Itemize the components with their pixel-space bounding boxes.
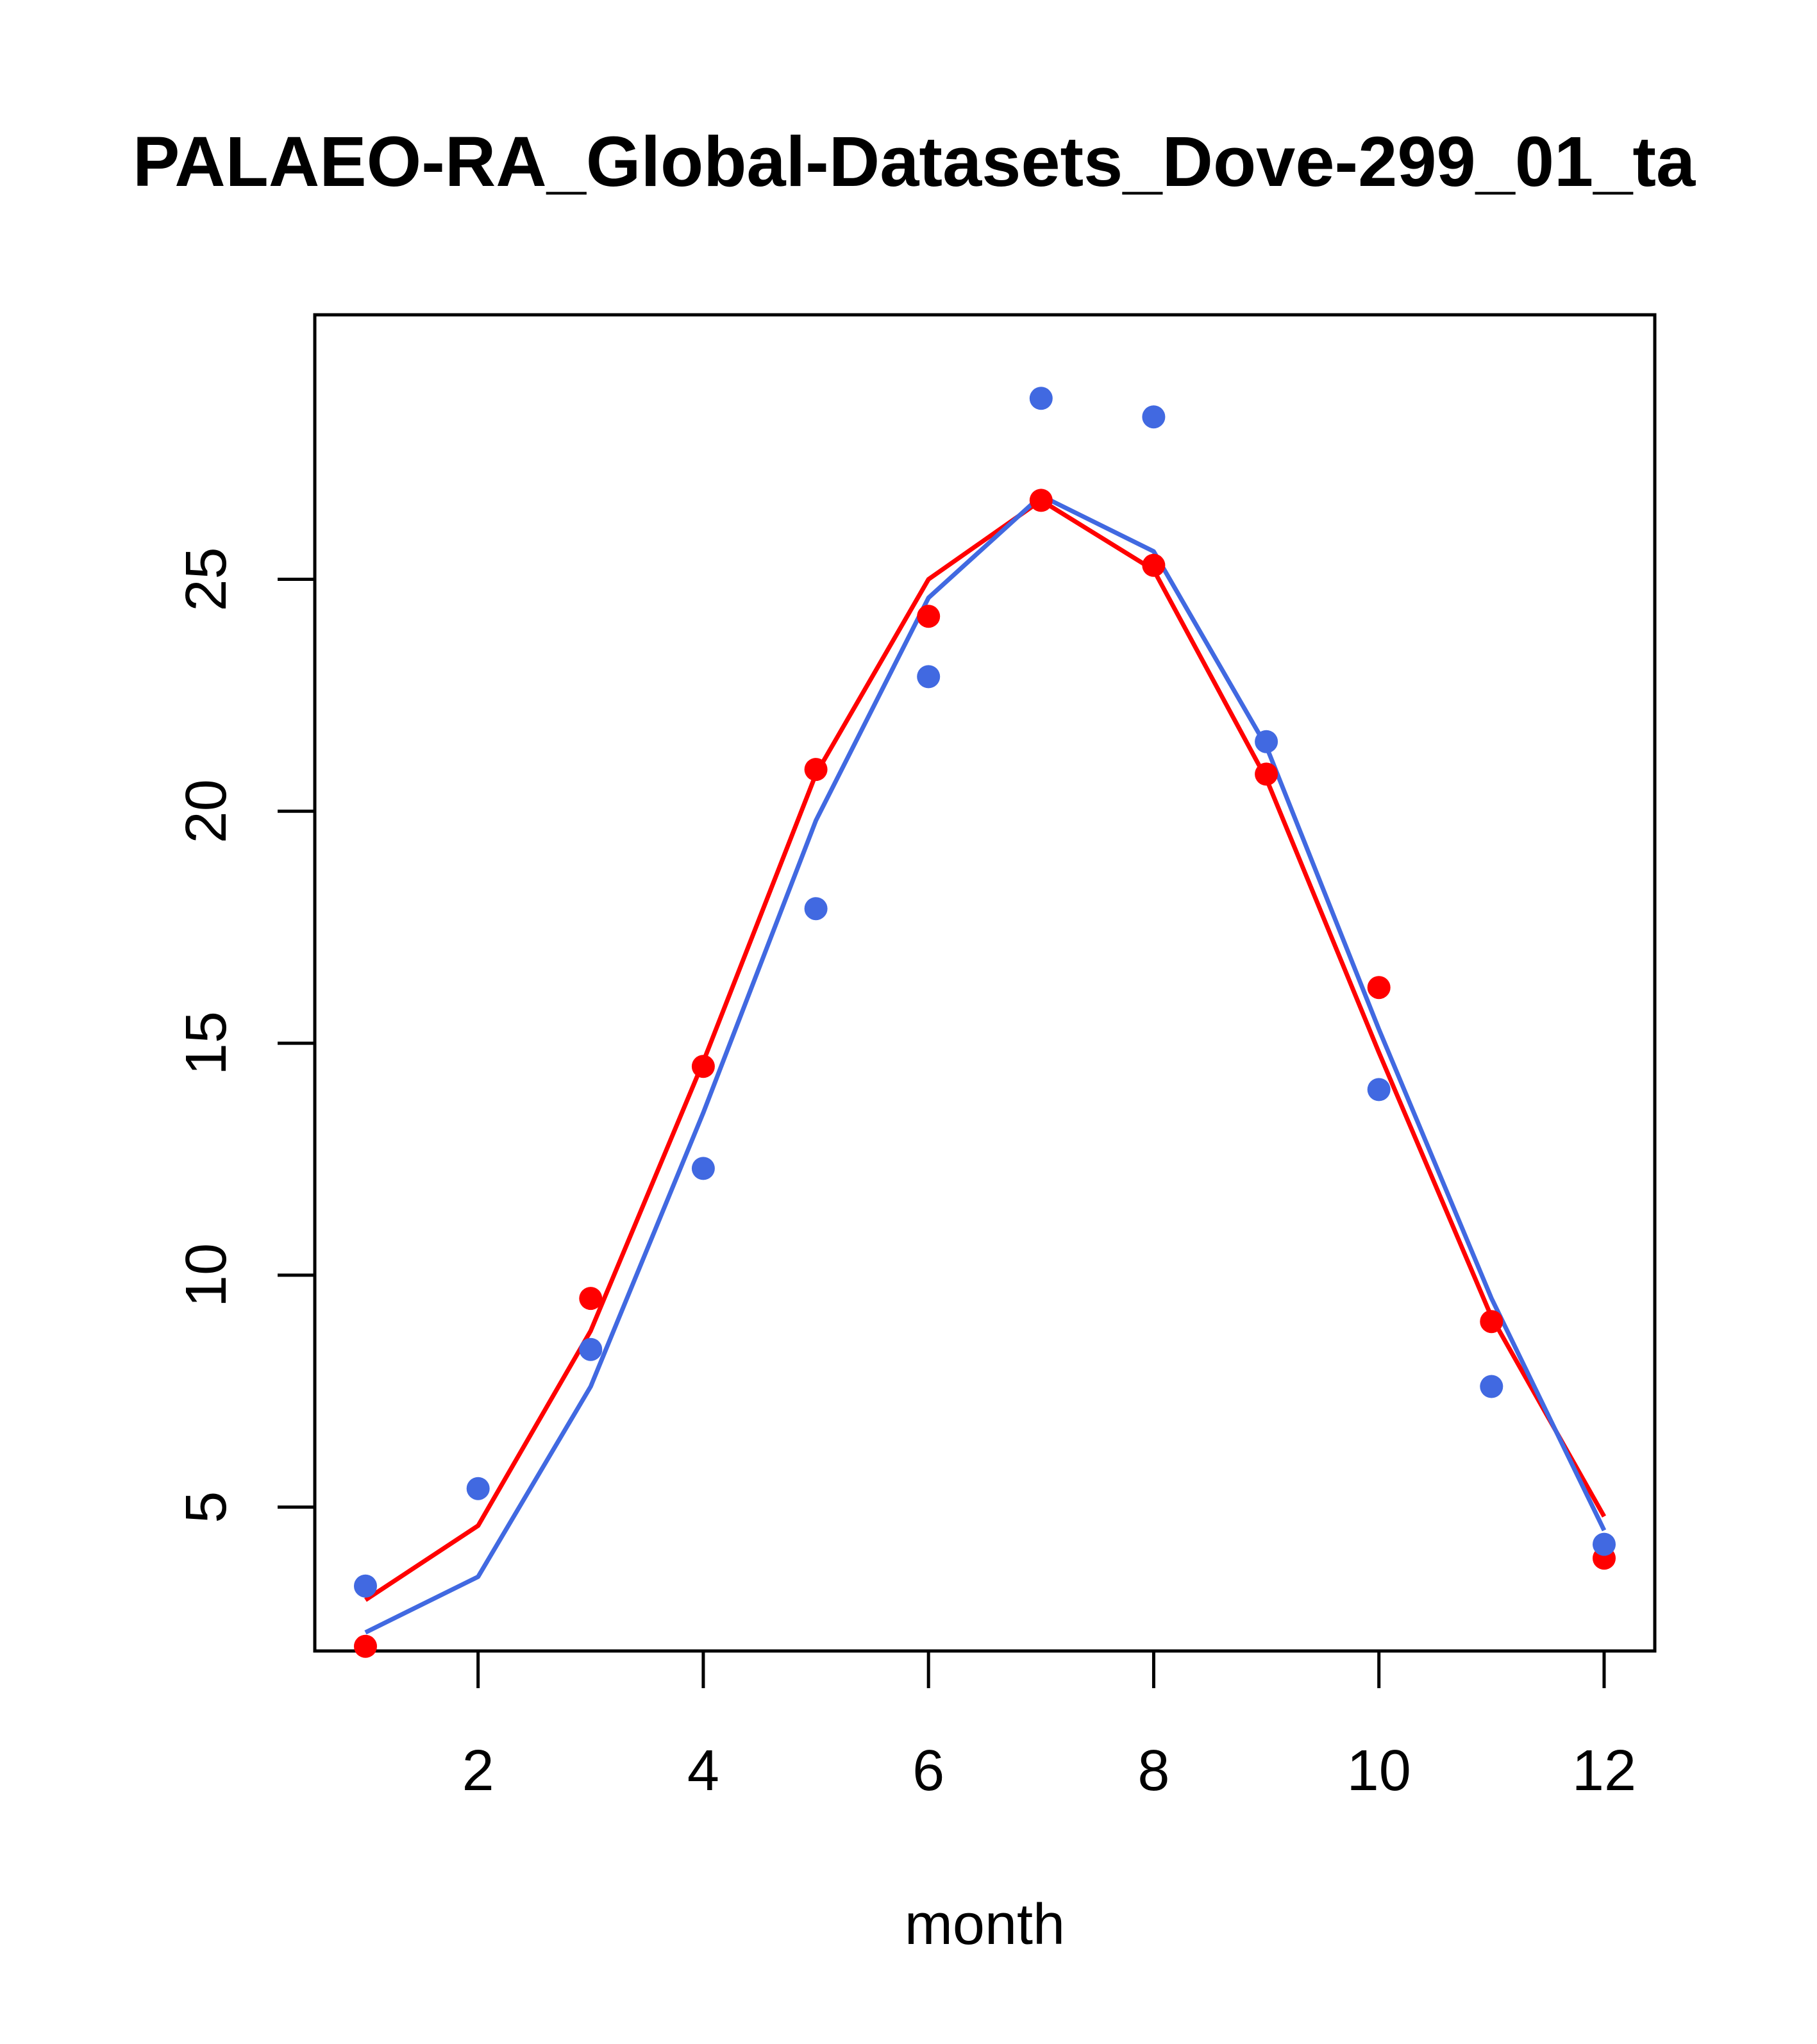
series-1-point-9 (1255, 762, 1278, 786)
series-2-line (364, 493, 1607, 1635)
y-tick-label-10: 10 (174, 1243, 239, 1307)
plot-frame (313, 313, 1657, 1653)
series-1-point-10 (1367, 976, 1391, 1000)
series-2-point-9 (1255, 730, 1278, 753)
y-tick-label-15: 15 (174, 1011, 239, 1075)
series-1-point-11 (1480, 1310, 1503, 1334)
x-tick-label-2: 2 (462, 1739, 494, 1803)
y-tick-label-20: 20 (174, 779, 239, 843)
series-1-point-1 (354, 1634, 377, 1658)
chart-title: PALAEO-RA_Global-Datasets_Dove-299_01_ta (133, 122, 1696, 201)
series-2-point-4 (691, 1157, 715, 1180)
series-2-point-12 (1593, 1532, 1616, 1556)
series-2-point-2 (466, 1477, 490, 1500)
x-axis: 2 4 6 8 10 12 (462, 1651, 1636, 1803)
y-axis: 5 10 15 20 25 (174, 547, 315, 1523)
series-2-point-1 (354, 1574, 377, 1598)
series-2-point-8 (1142, 405, 1166, 429)
series-2-point-5 (804, 897, 828, 921)
x-tick-label-8: 8 (1137, 1739, 1169, 1803)
series-2-point-7 (1029, 387, 1053, 410)
series-1-point-3 (579, 1287, 603, 1311)
series-points (354, 387, 1616, 1658)
x-tick-label-6: 6 (912, 1739, 944, 1803)
y-tick-label-5: 5 (174, 1491, 239, 1523)
series-lines (364, 493, 1607, 1635)
series-1-point-8 (1142, 553, 1166, 577)
x-tick-label-10: 10 (1347, 1739, 1411, 1803)
series-2-point-6 (917, 665, 941, 689)
series-2-point-10 (1367, 1078, 1391, 1102)
series-1-point-7 (1029, 489, 1053, 512)
x-tick-label-4: 4 (687, 1739, 719, 1803)
x-axis-title: month (905, 1893, 1065, 1957)
series-1-point-6 (917, 605, 941, 628)
series-1-line (364, 498, 1607, 1602)
series-1-point-5 (804, 758, 828, 782)
series-2-point-3 (579, 1337, 603, 1361)
x-tick-label-12: 12 (1572, 1739, 1636, 1803)
series-2-point-11 (1480, 1375, 1503, 1398)
y-tick-label-25: 25 (174, 547, 239, 611)
series-1-point-4 (691, 1055, 715, 1078)
